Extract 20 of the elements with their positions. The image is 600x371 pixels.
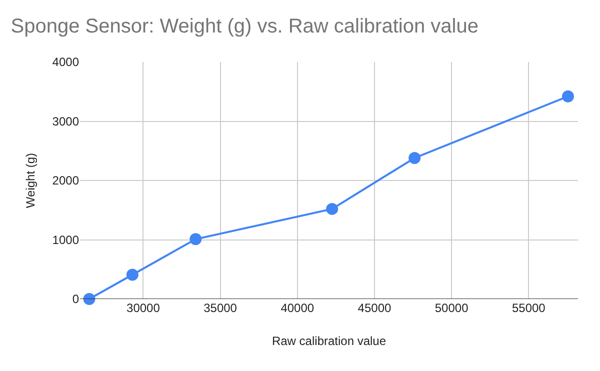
y-tick-label: 1000 <box>52 232 80 247</box>
point <box>326 202 338 215</box>
x-tick-label: 50000 <box>434 301 469 315</box>
x-tick-label: 40000 <box>280 301 314 315</box>
y-tick-label: 0 <box>72 292 80 306</box>
y-tick-label: 3000 <box>52 114 80 128</box>
x-tick-label: 45000 <box>358 301 392 315</box>
point <box>408 152 421 164</box>
y-tick-label: 2000 <box>52 174 80 188</box>
chart-title: Sponge Sensor: Weight (g) vs. Raw calibration value <box>10 16 478 38</box>
y-axis-title: Weight (g) <box>24 152 38 208</box>
x-tick-label: 55000 <box>512 301 546 315</box>
point <box>562 90 574 102</box>
x-tick-label: 30000 <box>126 301 160 315</box>
x-axis-title: Raw calibration value <box>272 334 386 348</box>
point <box>190 233 202 246</box>
point <box>126 268 138 281</box>
x-tick-label: 35000 <box>204 301 238 315</box>
y-tick-label: 4000 <box>52 55 80 70</box>
point <box>83 293 96 305</box>
